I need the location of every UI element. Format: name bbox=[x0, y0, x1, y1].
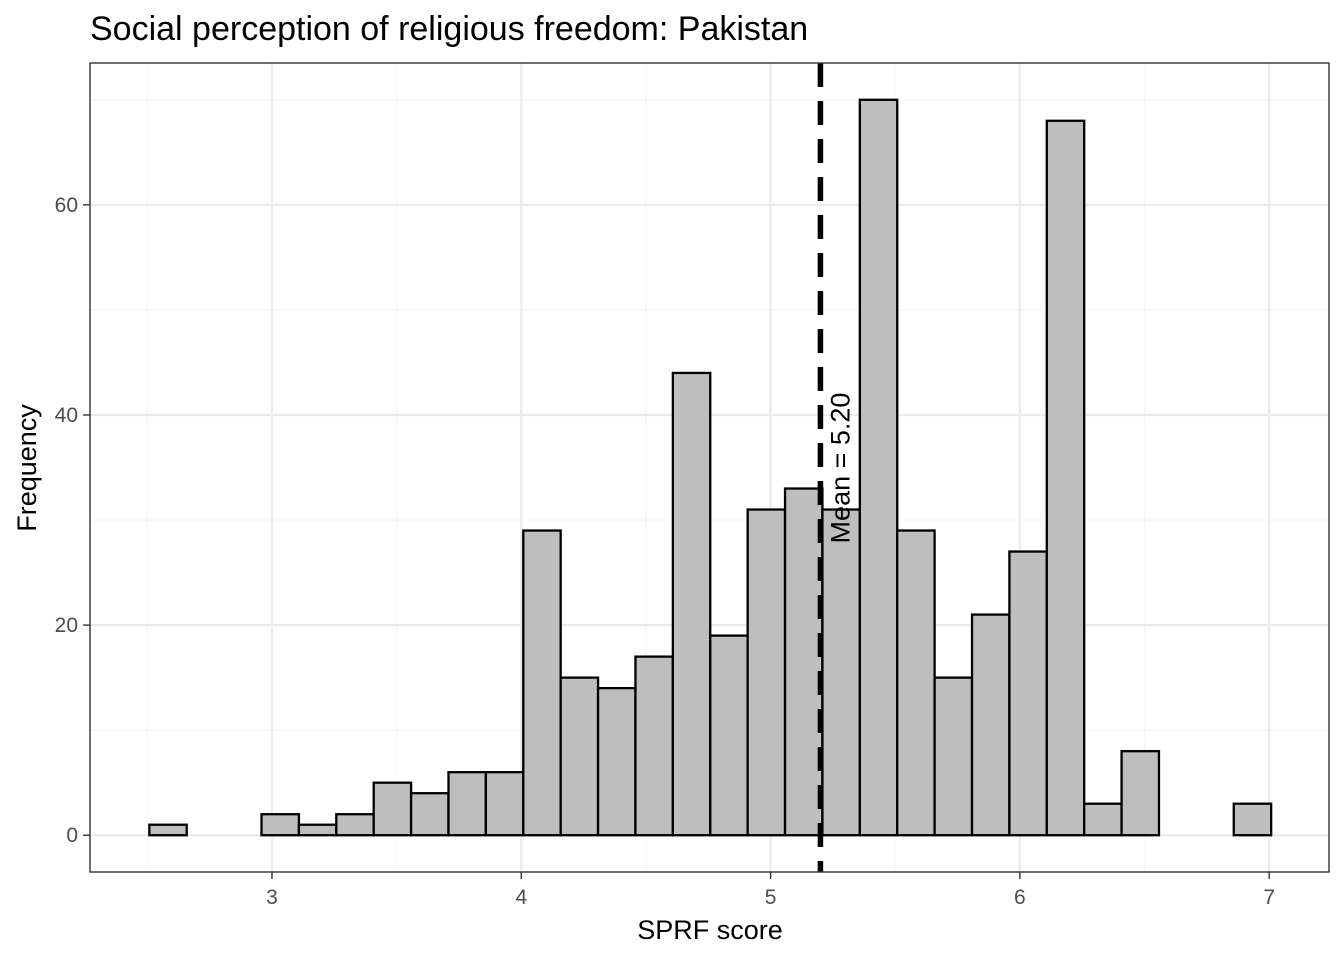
mean-label: Mean = 5.20 bbox=[825, 393, 855, 544]
x-tick-label: 4 bbox=[515, 886, 527, 909]
histogram-bar bbox=[335, 813, 375, 837]
histogram-bar bbox=[634, 655, 675, 837]
histogram-bar bbox=[746, 508, 787, 837]
histogram-bar bbox=[671, 371, 712, 837]
histogram-bar bbox=[1232, 802, 1273, 837]
y-tick-label: 40 bbox=[55, 404, 78, 427]
x-tick-label: 3 bbox=[266, 886, 278, 909]
histogram-bar bbox=[1083, 802, 1123, 837]
histogram-bar bbox=[148, 823, 188, 837]
x-tick-label: 5 bbox=[765, 886, 777, 909]
axis-ticks: 3 4 5 6 7 0 20 40 60 bbox=[55, 194, 1275, 909]
histogram-bar bbox=[970, 613, 1011, 837]
histogram-bar bbox=[559, 676, 600, 837]
histogram-bar bbox=[372, 781, 413, 837]
histogram-bar bbox=[933, 676, 974, 837]
x-tick-label: 7 bbox=[1263, 886, 1275, 909]
x-axis-title: SPRF score bbox=[637, 915, 783, 945]
histogram-bar bbox=[1045, 119, 1086, 837]
histogram-bar bbox=[409, 792, 450, 837]
histogram-bar bbox=[709, 634, 749, 837]
histogram-bar bbox=[484, 771, 525, 837]
panel-border bbox=[89, 62, 1330, 873]
chart-title: Social perception of religious freedom: … bbox=[90, 10, 808, 48]
y-tick-label: 0 bbox=[66, 824, 78, 847]
histogram-bar bbox=[297, 823, 338, 837]
histogram-bar bbox=[522, 529, 562, 837]
histogram-bar bbox=[447, 771, 488, 837]
histogram-bar bbox=[1120, 750, 1161, 837]
x-tick-label: 6 bbox=[1014, 886, 1026, 909]
y-tick-label: 20 bbox=[55, 614, 78, 637]
histogram-bar bbox=[783, 487, 824, 837]
mean-annotation: Mean = 5.20 bbox=[817, 63, 855, 872]
histogram-bar bbox=[821, 508, 861, 837]
histogram-bars bbox=[148, 98, 1273, 837]
y-axis-title: Frequency bbox=[12, 404, 42, 532]
histogram-bar bbox=[1008, 550, 1048, 837]
histogram-bar bbox=[260, 813, 301, 837]
histogram-bar bbox=[896, 529, 936, 837]
histogram-bar bbox=[596, 686, 637, 837]
y-tick-label: 60 bbox=[55, 194, 78, 217]
histogram-bar bbox=[858, 98, 899, 837]
